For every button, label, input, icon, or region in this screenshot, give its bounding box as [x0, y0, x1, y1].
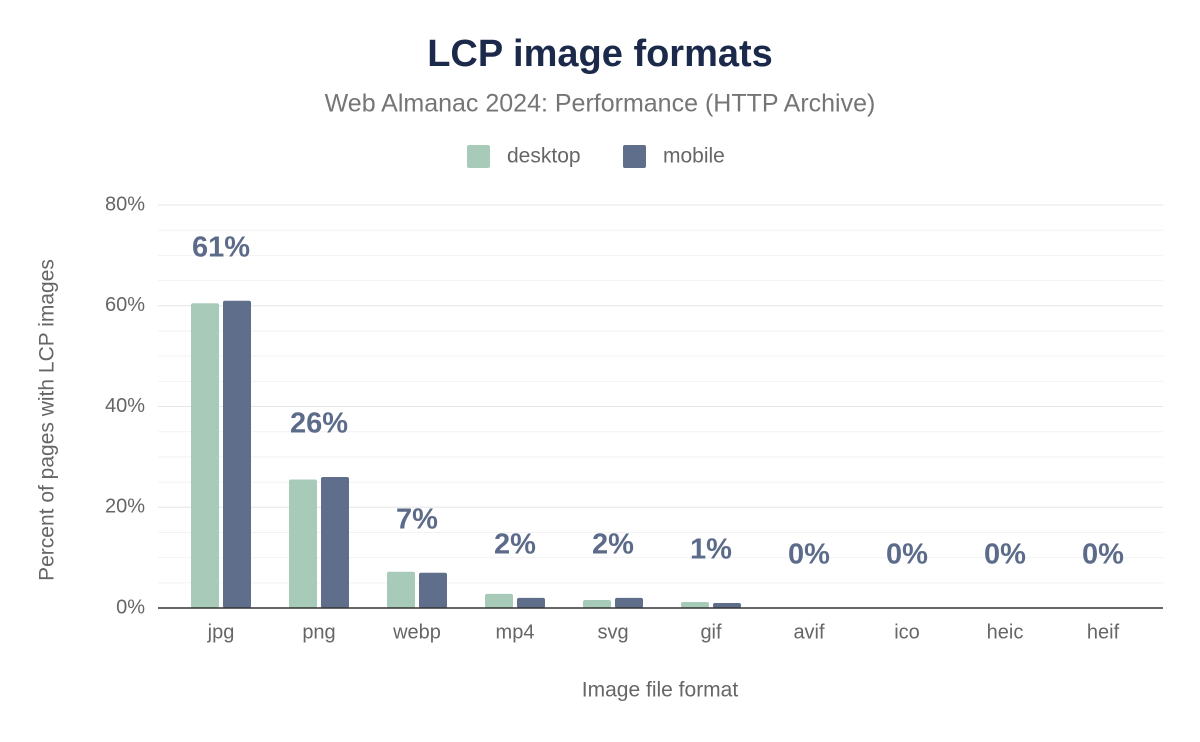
legend-label: mobile — [663, 145, 725, 168]
value-label: 0% — [886, 539, 928, 571]
bar — [191, 303, 219, 608]
y-tick-label: 0% — [116, 596, 145, 618]
x-tick-label: avif — [793, 621, 825, 643]
bar — [485, 593, 513, 608]
legend-swatch — [467, 145, 490, 168]
legend-swatch — [623, 145, 646, 168]
y-tick-label: 20% — [105, 496, 145, 518]
value-label: 26% — [290, 408, 348, 440]
x-tick-label: gif — [700, 621, 722, 643]
value-label: 1% — [690, 534, 732, 566]
value-label: 2% — [494, 529, 536, 561]
bar — [419, 572, 447, 608]
y-tick-label: 60% — [105, 294, 145, 316]
x-tick-label: svg — [597, 621, 628, 643]
x-tick-label: png — [302, 621, 335, 643]
bar — [615, 597, 643, 608]
chart-subtitle: Web Almanac 2024: Performance (HTTP Arch… — [325, 90, 876, 118]
y-tick-label: 40% — [105, 395, 145, 417]
value-label: 0% — [788, 539, 830, 571]
bar — [517, 597, 545, 608]
x-tick-label: jpg — [207, 621, 235, 643]
bar — [387, 571, 415, 608]
x-tick-label: mp4 — [496, 621, 535, 643]
bar — [223, 300, 251, 608]
x-tick-label: webp — [392, 621, 441, 643]
bar — [321, 477, 349, 608]
x-tick-label: heif — [1087, 621, 1120, 643]
legend-label: desktop — [507, 145, 581, 168]
x-tick-label: heic — [987, 621, 1024, 643]
value-label: 2% — [592, 529, 634, 561]
value-label: 61% — [192, 231, 250, 263]
y-axis-title: Percent of pages with LCP images — [36, 259, 59, 581]
y-tick-label: 80% — [105, 193, 145, 215]
bar — [583, 599, 611, 608]
x-tick-label: ico — [894, 621, 920, 643]
bar — [289, 479, 317, 608]
chart-title: LCP image formats — [427, 33, 773, 75]
bar — [713, 602, 741, 608]
x-axis-title: Image file format — [582, 679, 739, 702]
value-label: 7% — [396, 503, 438, 535]
value-label: 0% — [1082, 539, 1124, 571]
bar — [681, 601, 709, 608]
value-label: 0% — [984, 539, 1026, 571]
